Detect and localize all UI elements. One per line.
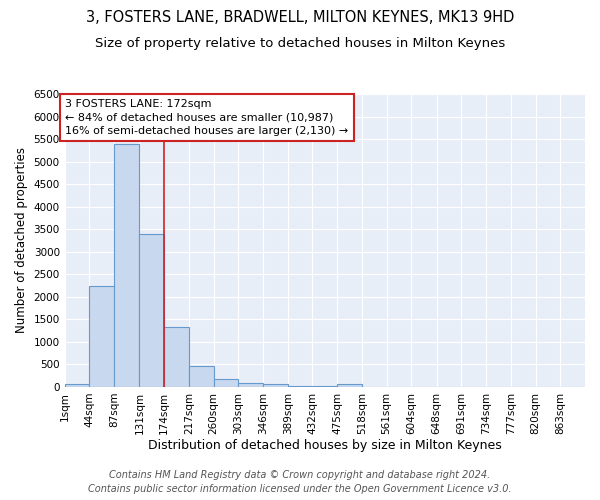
Text: Contains HM Land Registry data © Crown copyright and database right 2024.
Contai: Contains HM Land Registry data © Crown c…: [88, 470, 512, 494]
Bar: [337, 384, 362, 387]
Y-axis label: Number of detached properties: Number of detached properties: [15, 148, 28, 334]
Bar: [89, 286, 114, 387]
X-axis label: Distribution of detached houses by size in Milton Keynes: Distribution of detached houses by size …: [148, 440, 502, 452]
Bar: [139, 234, 164, 387]
Text: Size of property relative to detached houses in Milton Keynes: Size of property relative to detached ho…: [95, 38, 505, 51]
Text: 3, FOSTERS LANE, BRADWELL, MILTON KEYNES, MK13 9HD: 3, FOSTERS LANE, BRADWELL, MILTON KEYNES…: [86, 10, 514, 25]
Bar: [214, 380, 238, 387]
Bar: [189, 366, 214, 387]
Bar: [65, 384, 89, 387]
Text: 3 FOSTERS LANE: 172sqm
← 84% of detached houses are smaller (10,987)
16% of semi: 3 FOSTERS LANE: 172sqm ← 84% of detached…: [65, 100, 349, 136]
Bar: [313, 386, 337, 387]
Bar: [288, 386, 313, 387]
Bar: [164, 327, 189, 387]
Bar: [114, 144, 139, 387]
Bar: [238, 383, 263, 387]
Bar: [263, 384, 288, 387]
